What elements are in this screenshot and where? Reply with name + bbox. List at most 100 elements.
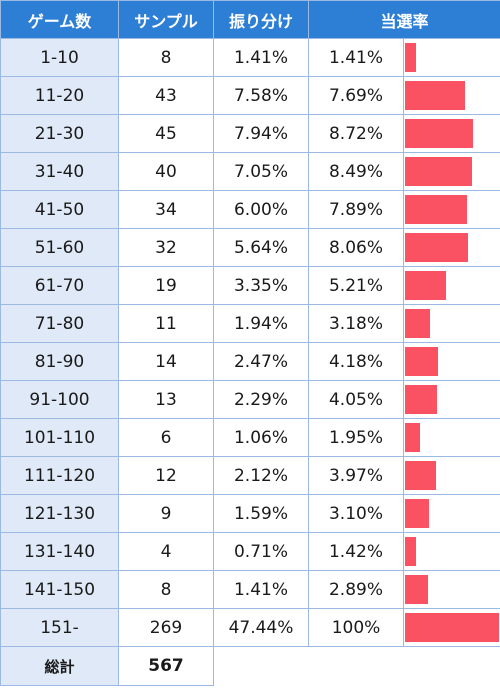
share-cell: 1.41%	[213, 38, 309, 77]
rate-cell: 3.18%	[308, 304, 404, 343]
range-cell: 121-130	[0, 494, 119, 533]
range-cell: 91-100	[0, 380, 119, 419]
range-cell: 71-80	[0, 304, 119, 343]
rate-bar-cell	[402, 494, 500, 533]
rate-cell: 8.49%	[308, 152, 404, 191]
header-row: ゲーム数 サンプル 振り分け 当選率	[0, 0, 500, 39]
range-cell: 31-40	[0, 152, 119, 191]
table-row: 61-70 19 3.35% 5.21%	[0, 266, 500, 305]
rate-bar	[405, 423, 420, 452]
rate-bar	[405, 499, 429, 528]
rate-cell: 2.89%	[308, 570, 404, 609]
sample-cell: 12	[118, 456, 214, 495]
header-game-count: ゲーム数	[0, 0, 119, 39]
rate-bar	[405, 119, 473, 148]
header-win-rate: 当選率	[307, 0, 500, 39]
share-cell: 2.12%	[213, 456, 309, 495]
rate-bar-cell	[402, 266, 500, 305]
sample-cell: 45	[118, 114, 214, 153]
rate-bar	[405, 613, 499, 642]
range-cell: 131-140	[0, 532, 119, 571]
sample-cell: 4	[118, 532, 214, 571]
rate-bar-cell	[402, 570, 500, 609]
table-row: 51-60 32 5.64% 8.06%	[0, 228, 500, 267]
rate-bar-cell	[402, 76, 500, 115]
share-cell: 1.94%	[213, 304, 309, 343]
rate-bar	[405, 537, 416, 566]
range-cell: 111-120	[0, 456, 119, 495]
table-body: 1-10 8 1.41% 1.41% 11-20 43 7.58% 7.69% 21-30 45 7…	[0, 38, 500, 686]
header-share: 振り分け	[213, 0, 309, 39]
rate-cell: 1.42%	[308, 532, 404, 571]
total-row: 総計 567	[0, 646, 500, 686]
range-cell: 11-20	[0, 76, 119, 115]
range-cell: 51-60	[0, 228, 119, 267]
rate-cell: 1.95%	[308, 418, 404, 457]
rate-bar	[405, 271, 446, 300]
share-cell: 7.94%	[213, 114, 309, 153]
table-row: 141-150 8 1.41% 2.89%	[0, 570, 500, 609]
rate-bar	[405, 347, 438, 376]
table-row: 1-10 8 1.41% 1.41%	[0, 38, 500, 77]
total-label: 総計	[0, 646, 119, 686]
rate-bar	[405, 157, 472, 186]
rate-bar-cell	[402, 342, 500, 381]
rate-cell: 5.21%	[308, 266, 404, 305]
rate-bar-cell	[402, 456, 500, 495]
rate-cell: 8.06%	[308, 228, 404, 267]
table-row: 111-120 12 2.12% 3.97%	[0, 456, 500, 495]
table-row: 71-80 11 1.94% 3.18%	[0, 304, 500, 343]
rate-cell: 8.72%	[308, 114, 404, 153]
rate-bar-cell	[402, 608, 500, 647]
rate-cell: 3.97%	[308, 456, 404, 495]
share-cell: 2.47%	[213, 342, 309, 381]
table-row: 101-110 6 1.06% 1.95%	[0, 418, 500, 457]
table-row: 121-130 9 1.59% 3.10%	[0, 494, 500, 533]
range-cell: 21-30	[0, 114, 119, 153]
rate-bar-cell	[402, 532, 500, 571]
share-cell: 1.06%	[213, 418, 309, 457]
range-cell: 101-110	[0, 418, 119, 457]
rate-bar	[405, 461, 436, 490]
share-cell: 7.05%	[213, 152, 309, 191]
share-cell: 2.29%	[213, 380, 309, 419]
rate-cell: 4.05%	[308, 380, 404, 419]
table-row: 151- 269 47.44% 100%	[0, 608, 500, 647]
sample-cell: 9	[118, 494, 214, 533]
table-row: 31-40 40 7.05% 8.49%	[0, 152, 500, 191]
rate-cell: 100%	[308, 608, 404, 647]
range-cell: 151-	[0, 608, 119, 647]
rate-bar-cell	[402, 304, 500, 343]
sample-cell: 32	[118, 228, 214, 267]
range-cell: 61-70	[0, 266, 119, 305]
rate-bar	[405, 195, 467, 224]
rate-bar-cell	[402, 152, 500, 191]
share-cell: 47.44%	[213, 608, 309, 647]
sample-cell: 6	[118, 418, 214, 457]
sample-cell: 40	[118, 152, 214, 191]
sample-cell: 19	[118, 266, 214, 305]
share-cell: 1.59%	[213, 494, 309, 533]
total-value: 567	[118, 646, 214, 686]
sample-cell: 8	[118, 38, 214, 77]
share-cell: 1.41%	[213, 570, 309, 609]
sample-cell: 43	[118, 76, 214, 115]
table-row: 91-100 13 2.29% 4.05%	[0, 380, 500, 419]
range-cell: 81-90	[0, 342, 119, 381]
rate-bar-cell	[402, 190, 500, 229]
rate-cell: 4.18%	[308, 342, 404, 381]
table-row: 11-20 43 7.58% 7.69%	[0, 76, 500, 115]
table-row: 41-50 34 6.00% 7.89%	[0, 190, 500, 229]
share-cell: 7.58%	[213, 76, 309, 115]
table-row: 21-30 45 7.94% 8.72%	[0, 114, 500, 153]
rate-bar	[405, 233, 468, 262]
rate-cell: 3.10%	[308, 494, 404, 533]
sample-cell: 14	[118, 342, 214, 381]
range-cell: 1-10	[0, 38, 119, 77]
range-cell: 141-150	[0, 570, 119, 609]
share-cell: 0.71%	[213, 532, 309, 571]
share-cell: 5.64%	[213, 228, 309, 267]
share-cell: 6.00%	[213, 190, 309, 229]
rate-bar	[405, 575, 428, 604]
